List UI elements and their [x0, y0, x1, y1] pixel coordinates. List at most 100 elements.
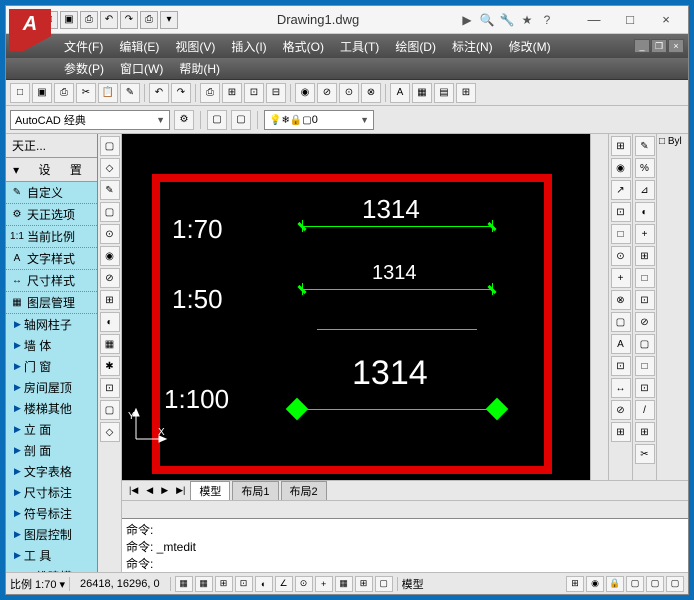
scale-display[interactable]: 比例 1:70 ▾	[10, 576, 65, 592]
menu-item[interactable]: 绘图(D)	[389, 36, 442, 57]
layout-tab[interactable]: 模型	[190, 481, 230, 500]
toolbar-button[interactable]: ◉	[295, 83, 315, 103]
vtoolbar-button[interactable]: ↗	[611, 180, 631, 200]
vtoolbar-button[interactable]: ⊞	[100, 290, 120, 310]
status-toggle[interactable]: ▢	[375, 576, 393, 592]
toolbar-button[interactable]: 📋	[98, 83, 118, 103]
vtoolbar-button[interactable]: ⊿	[635, 180, 655, 200]
vtoolbar-button[interactable]: ⊡	[611, 356, 631, 376]
status-toggle[interactable]: ⊞	[355, 576, 373, 592]
status-toggle[interactable]: +	[315, 576, 333, 592]
vtoolbar-button[interactable]: +	[611, 268, 631, 288]
tree-item[interactable]: ▶房间屋顶	[6, 377, 97, 398]
toolbar-button[interactable]: ⎙	[200, 83, 220, 103]
menu-item[interactable]: 视图(V)	[169, 36, 221, 57]
menu-item[interactable]: 标注(N)	[446, 36, 499, 57]
vtoolbar-button[interactable]: ⊘	[611, 400, 631, 420]
layout-tab[interactable]: 布局1	[232, 481, 278, 500]
vtoolbar-button[interactable]: ⊡	[635, 290, 655, 310]
mdi-min[interactable]: _	[634, 39, 650, 53]
menu-item[interactable]: 帮助(H)	[173, 58, 226, 79]
layout-tab[interactable]: 布局2	[281, 481, 327, 500]
vtoolbar-button[interactable]: ↔	[611, 378, 631, 398]
maximize-button[interactable]: □	[612, 8, 648, 32]
tool-btn[interactable]: ▢	[231, 110, 251, 130]
status-button[interactable]: ⊞	[566, 576, 584, 592]
vtoolbar-button[interactable]: ✱	[100, 356, 120, 376]
settings-header[interactable]: ▾ 设 置	[6, 158, 97, 182]
vtoolbar-button[interactable]: □	[635, 356, 655, 376]
vtoolbar-button[interactable]: ⊙	[100, 224, 120, 244]
tree-item[interactable]: ▶工 具	[6, 545, 97, 566]
vtoolbar-button[interactable]: ⊡	[635, 378, 655, 398]
vtoolbar-button[interactable]: ⊘	[100, 268, 120, 288]
tree-item[interactable]: ▶符号标注	[6, 503, 97, 524]
vtoolbar-button[interactable]: ✎	[635, 136, 655, 156]
vtoolbar-button[interactable]: ⊙	[611, 246, 631, 266]
vtoolbar-button[interactable]: ⊡	[100, 378, 120, 398]
toolbar-button[interactable]: ↶	[149, 83, 169, 103]
toolbar-button[interactable]: ⊡	[244, 83, 264, 103]
tree-item[interactable]: ▶门 窗	[6, 356, 97, 377]
status-toggle[interactable]: ∠	[275, 576, 293, 592]
mdi-close[interactable]: ×	[668, 39, 684, 53]
vtoolbar-button[interactable]: ⊞	[635, 246, 655, 266]
panel-item[interactable]: ↔尺寸样式	[6, 270, 97, 292]
vtoolbar-button[interactable]: A	[611, 334, 631, 354]
tree-item[interactable]: ▶尺寸标注	[6, 482, 97, 503]
vtoolbar-button[interactable]: ◐	[635, 202, 655, 222]
vtoolbar-button[interactable]: ◉	[611, 158, 631, 178]
vtoolbar-button[interactable]: ◇	[100, 158, 120, 178]
status-button[interactable]: ▢	[666, 576, 684, 592]
panel-item[interactable]: ⚙天正选项	[6, 204, 97, 226]
vtoolbar-button[interactable]: ⊞	[611, 136, 631, 156]
tree-item[interactable]: ▶图层控制	[6, 524, 97, 545]
vtoolbar-button[interactable]: ⊘	[635, 312, 655, 332]
status-button[interactable]: ▢	[646, 576, 664, 592]
command-line[interactable]: 命令: 命令: _mtedit 命令:	[122, 518, 688, 572]
workspace-settings-btn[interactable]: ⚙	[174, 110, 194, 130]
minimize-button[interactable]: —	[576, 8, 612, 32]
tree-item[interactable]: ▶剖 面	[6, 440, 97, 461]
tree-item[interactable]: ▶三维建模	[6, 566, 97, 572]
vtoolbar-button[interactable]: +	[635, 224, 655, 244]
tab-nav-button[interactable]: |◀	[126, 485, 141, 496]
model-space-btn[interactable]: 模型	[402, 576, 424, 592]
qat-button[interactable]: ⎙	[80, 11, 98, 29]
menu-item[interactable]: 窗口(W)	[114, 58, 169, 79]
tab-nav-button[interactable]: ◀	[143, 485, 156, 496]
menu-item[interactable]: 文件(F)	[58, 36, 109, 57]
toolbar-button[interactable]: ⊟	[266, 83, 286, 103]
vtoolbar-button[interactable]: ✂	[635, 444, 655, 464]
status-button[interactable]: ▢	[626, 576, 644, 592]
tree-item[interactable]: ▶轴网柱子	[6, 314, 97, 335]
status-toggle[interactable]: ◐	[255, 576, 273, 592]
toolbar-button[interactable]: ⊞	[222, 83, 242, 103]
status-toggle[interactable]: ⊙	[295, 576, 313, 592]
search-tool-icon[interactable]: 🔧	[498, 11, 516, 29]
status-toggle[interactable]: ▦	[335, 576, 353, 592]
menu-item[interactable]: 格式(O)	[277, 36, 330, 57]
vtoolbar-button[interactable]: ▢	[611, 312, 631, 332]
status-button[interactable]: ◉	[586, 576, 604, 592]
search-tool-icon[interactable]: ?	[538, 11, 556, 29]
toolbar-button[interactable]: ↷	[171, 83, 191, 103]
panel-item[interactable]: 1:1当前比例	[6, 226, 97, 248]
vtoolbar-button[interactable]: /	[635, 400, 655, 420]
vtoolbar-button[interactable]: ▢	[100, 202, 120, 222]
panel-item[interactable]: ▦图层管理	[6, 292, 97, 314]
toolbar-button[interactable]: ⊞	[456, 83, 476, 103]
menu-item[interactable]: 参数(P)	[58, 58, 110, 79]
vtoolbar-button[interactable]: ✎	[100, 180, 120, 200]
vtoolbar-button[interactable]: %	[635, 158, 655, 178]
search-tool-icon[interactable]: ★	[518, 11, 536, 29]
vtoolbar-button[interactable]: ◇	[100, 422, 120, 442]
menu-item[interactable]: 修改(M)	[503, 36, 557, 57]
status-toggle[interactable]: ▦	[195, 576, 213, 592]
tree-item[interactable]: ▶墙 体	[6, 335, 97, 356]
vtoolbar-button[interactable]: ▢	[100, 400, 120, 420]
toolbar-button[interactable]: ⊗	[361, 83, 381, 103]
menu-item[interactable]: 工具(T)	[334, 36, 385, 57]
toolbar-button[interactable]: ▦	[412, 83, 432, 103]
tree-item[interactable]: ▶立 面	[6, 419, 97, 440]
